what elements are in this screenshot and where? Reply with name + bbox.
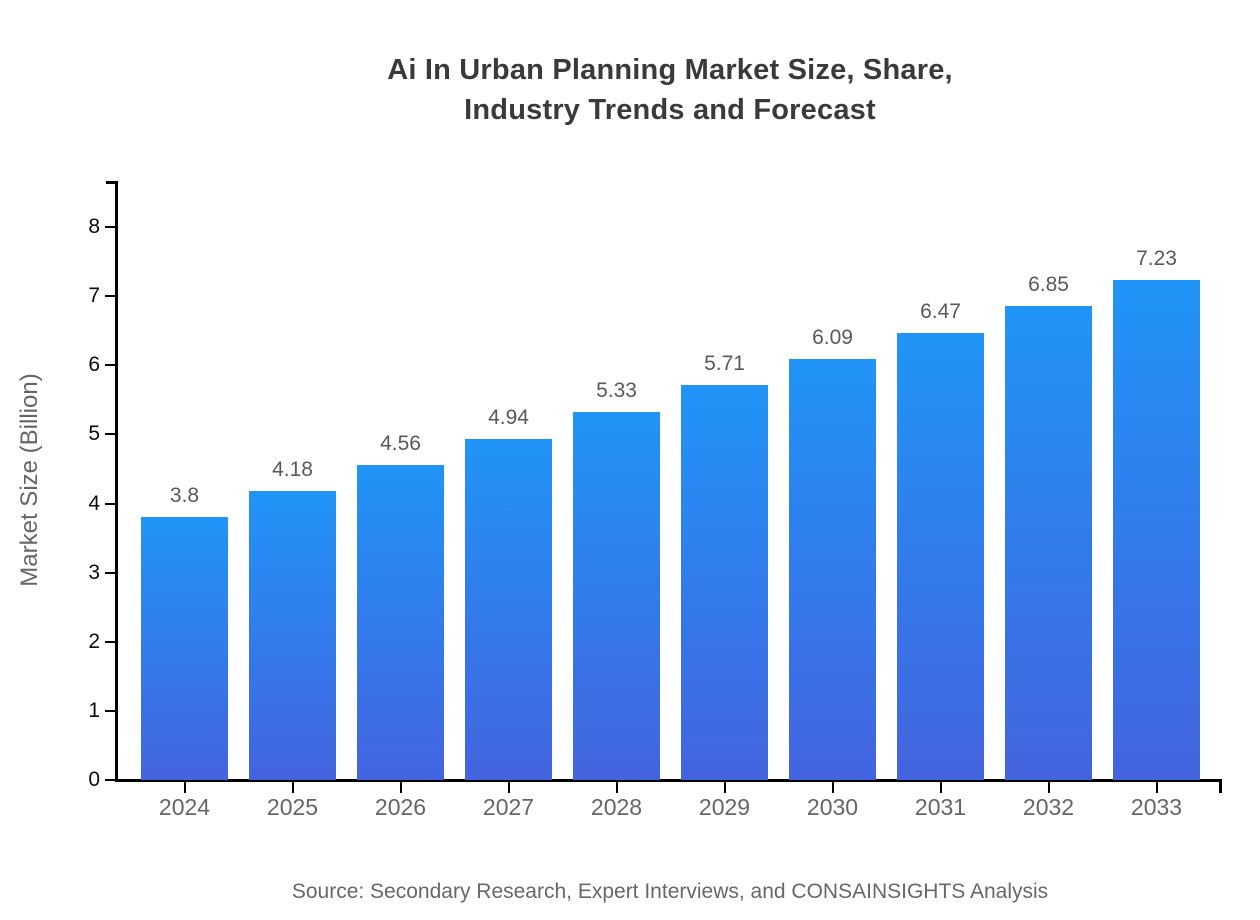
bar-2025 bbox=[249, 491, 336, 780]
y-tick bbox=[105, 433, 115, 436]
source-note: Source: Secondary Research, Expert Inter… bbox=[291, 880, 1049, 903]
x-tick bbox=[399, 782, 402, 793]
y-axis-title: Market Size (Billion) bbox=[16, 373, 43, 587]
x-tick-label-2028: 2028 bbox=[590, 794, 643, 820]
x-tick-label-2027: 2027 bbox=[482, 794, 535, 820]
x-tick bbox=[291, 782, 294, 793]
y-tick-label: 3 bbox=[88, 560, 100, 584]
y-tick-label: 8 bbox=[88, 215, 100, 238]
bar-value-label-2026: 4.56 bbox=[380, 432, 421, 455]
chart-title: Ai In Urban Planning Market Size, Share,… bbox=[118, 50, 1222, 130]
bar-value-label-2024: 3.8 bbox=[169, 484, 200, 507]
y-tick-label: 1 bbox=[88, 698, 100, 722]
bar-2028 bbox=[573, 412, 660, 780]
y-tick bbox=[105, 295, 115, 298]
x-tick-label-2030: 2030 bbox=[806, 794, 859, 820]
x-tick-label-2026: 2026 bbox=[374, 794, 427, 820]
x-tick-label-2031: 2031 bbox=[914, 794, 967, 820]
bar-2027 bbox=[465, 439, 552, 780]
bar-2032 bbox=[1005, 306, 1092, 780]
x-tick bbox=[723, 782, 726, 793]
bar-2033 bbox=[1113, 280, 1200, 780]
bar-value-label-2030: 6.09 bbox=[812, 326, 853, 349]
bar-value-label-2027: 4.94 bbox=[488, 406, 529, 429]
x-tick bbox=[615, 782, 618, 793]
y-tick bbox=[105, 364, 115, 367]
y-tick bbox=[105, 640, 115, 643]
x-tick bbox=[507, 782, 510, 793]
y-tick-label: 4 bbox=[88, 491, 100, 515]
bar-value-label-2029: 5.71 bbox=[704, 352, 745, 375]
x-tick-label-2029: 2029 bbox=[698, 794, 751, 820]
bar-value-label-2033: 7.23 bbox=[1136, 247, 1177, 270]
bar-value-label-2031: 6.47 bbox=[920, 300, 961, 323]
y-tick-label: 2 bbox=[88, 629, 100, 653]
x-tick bbox=[183, 782, 186, 793]
x-axis-line bbox=[115, 779, 1222, 782]
x-tick bbox=[1155, 782, 1158, 793]
bar-2026 bbox=[357, 465, 444, 780]
x-tick bbox=[831, 782, 834, 793]
bar-value-label-2032: 6.85 bbox=[1028, 273, 1069, 296]
y-tick bbox=[105, 502, 115, 505]
chart-title-line-2: Industry Trends and Forecast bbox=[464, 94, 876, 126]
bar-2024 bbox=[141, 517, 228, 780]
y-tick bbox=[105, 709, 115, 712]
y-tick bbox=[105, 779, 115, 781]
x-axis-end-cap bbox=[1219, 779, 1222, 793]
x-tick bbox=[1047, 782, 1050, 793]
y-tick-label: 0 bbox=[88, 768, 100, 791]
y-tick bbox=[105, 571, 115, 574]
x-tick-label-2025: 2025 bbox=[266, 794, 319, 820]
y-tick-label: 5 bbox=[88, 422, 100, 446]
bar-value-label-2028: 5.33 bbox=[596, 379, 637, 402]
bar-2031 bbox=[897, 333, 984, 780]
chart-title-line-1: Ai In Urban Planning Market Size, Share, bbox=[387, 54, 953, 86]
x-tick-label-2024: 2024 bbox=[158, 794, 211, 820]
y-tick bbox=[105, 226, 115, 228]
y-axis-end-cap bbox=[106, 181, 118, 184]
y-tick-label: 7 bbox=[88, 284, 100, 308]
x-tick bbox=[939, 782, 942, 793]
y-axis-line bbox=[115, 181, 118, 782]
x-tick-label-2033: 2033 bbox=[1130, 794, 1183, 820]
y-tick-label: 6 bbox=[88, 353, 100, 377]
bar-value-label-2025: 4.18 bbox=[272, 458, 313, 481]
bar-2030 bbox=[789, 359, 876, 780]
bar-2029 bbox=[681, 385, 768, 780]
x-tick-label-2032: 2032 bbox=[1022, 794, 1075, 820]
